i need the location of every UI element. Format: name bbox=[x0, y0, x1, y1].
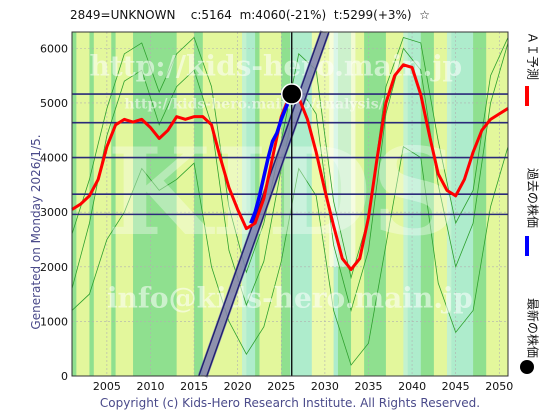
x-tick-label: 2030 bbox=[311, 380, 339, 393]
generated-date: Generated on Monday 2026/1/5. bbox=[29, 134, 43, 330]
target-price: t:5299(+3%) bbox=[333, 8, 412, 22]
legend: ＡＩ予測 過去の株価 最新の株価 bbox=[515, 28, 551, 398]
current-price: c:5164 bbox=[190, 8, 232, 22]
x-tick-label: 2020 bbox=[224, 380, 252, 393]
chart-header: 2849=UNKNOWN c:5164 m:4060(-21%) t:5299(… bbox=[0, 8, 500, 22]
y-tick-label: 5000 bbox=[40, 97, 68, 110]
x-tick-label: 2050 bbox=[485, 380, 513, 393]
stock-code: 2849=UNKNOWN bbox=[69, 8, 176, 22]
legend-marks bbox=[520, 86, 534, 374]
x-tick-label: 2045 bbox=[442, 380, 470, 393]
x-tick-label: 2010 bbox=[136, 380, 164, 393]
past-price-line bbox=[249, 93, 294, 224]
trend-channel-band bbox=[198, 30, 330, 378]
x-tick-label: 2015 bbox=[180, 380, 208, 393]
x-tick-label: 2025 bbox=[267, 380, 295, 393]
background-band bbox=[385, 32, 408, 376]
watermark-url: http://kids-hero.main.jp bbox=[89, 50, 462, 83]
latest-price-marker bbox=[280, 83, 303, 105]
axes bbox=[71, 31, 509, 377]
legend-past-label: 過去の株価 bbox=[525, 167, 540, 229]
watermark-email: info@kids-hero.main.jp bbox=[107, 282, 473, 315]
y-tick-label: 4000 bbox=[40, 152, 68, 165]
y-tick-label: 3000 bbox=[40, 206, 68, 219]
x-tick-labels: 2005 2010 2015 2020 2025 2030 2035 2040 2045 2050 bbox=[93, 380, 513, 393]
x-tick-label: 2035 bbox=[354, 380, 382, 393]
legend-ai-label: ＡＩ予測 bbox=[525, 31, 540, 81]
y-tick-label: 6000 bbox=[40, 42, 68, 55]
y-tick-label: 2000 bbox=[40, 261, 68, 274]
background-band bbox=[242, 32, 256, 376]
plot-frame bbox=[71, 31, 509, 377]
legend-latest-swatch bbox=[520, 360, 534, 374]
background-band bbox=[115, 32, 134, 376]
y-tick-label: 1000 bbox=[40, 315, 68, 328]
x-tick-label: 2005 bbox=[93, 380, 121, 393]
background-band bbox=[259, 32, 282, 376]
latest-price-dot bbox=[280, 83, 303, 105]
trend-channel-edge bbox=[206, 31, 330, 377]
model-price: m:4060(-21%) bbox=[239, 8, 327, 22]
favorite-star-icon[interactable]: ☆ bbox=[419, 8, 431, 22]
copyright-text: Copyright (c) Kids-Hero Research Institu… bbox=[99, 396, 481, 410]
y-tick-labels: 0 1000 2000 3000 4000 5000 6000 bbox=[40, 42, 68, 383]
x-tick-label: 2040 bbox=[398, 380, 426, 393]
background-band bbox=[311, 32, 334, 376]
legend-latest-label: 最新の株価 bbox=[525, 297, 540, 359]
y-tick-label: 0 bbox=[61, 370, 68, 383]
watermark-url-sub: http://kids-hero.main.jp/analysis/ bbox=[124, 96, 384, 112]
